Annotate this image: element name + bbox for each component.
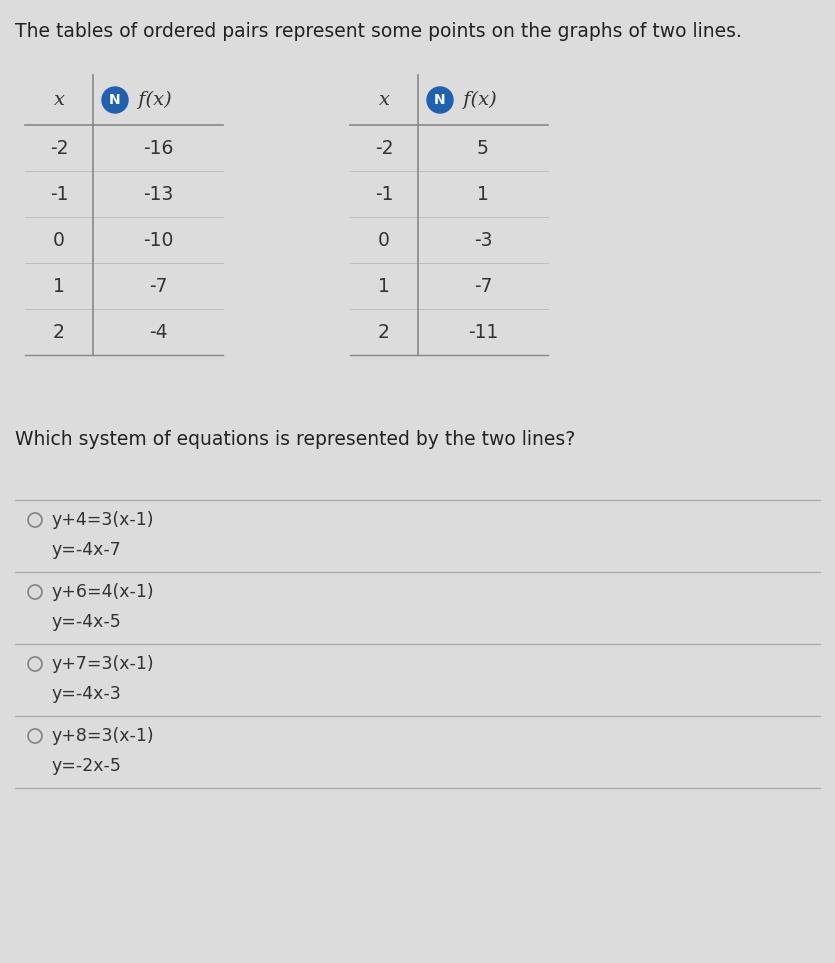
Text: 0: 0 [378, 230, 390, 249]
Text: -11: -11 [468, 323, 498, 342]
Circle shape [427, 87, 453, 113]
Text: N: N [434, 93, 446, 107]
Text: 2: 2 [378, 323, 390, 342]
Text: y+6=4(x-1): y+6=4(x-1) [51, 583, 154, 601]
Text: y+4=3(x-1): y+4=3(x-1) [51, 511, 154, 529]
Text: y=-4x-7: y=-4x-7 [51, 541, 121, 559]
Text: x: x [378, 91, 389, 109]
Text: -2: -2 [375, 139, 393, 158]
Text: y=-4x-5: y=-4x-5 [51, 613, 121, 631]
Text: 0: 0 [53, 230, 65, 249]
Text: x: x [53, 91, 64, 109]
Text: -1: -1 [50, 185, 68, 203]
Text: -7: -7 [149, 276, 167, 296]
Text: -13: -13 [143, 185, 173, 203]
Text: 1: 1 [378, 276, 390, 296]
Text: 2: 2 [53, 323, 65, 342]
Text: -2: -2 [50, 139, 68, 158]
Text: -3: -3 [473, 230, 493, 249]
Text: -1: -1 [375, 185, 393, 203]
Text: y=-2x-5: y=-2x-5 [51, 757, 121, 775]
Text: f(x): f(x) [132, 91, 172, 109]
Text: N: N [109, 93, 121, 107]
Text: y+8=3(x-1): y+8=3(x-1) [51, 727, 154, 745]
Circle shape [102, 87, 128, 113]
Text: -7: -7 [473, 276, 493, 296]
Text: y=-4x-3: y=-4x-3 [51, 685, 121, 703]
Text: -16: -16 [143, 139, 173, 158]
Text: 1: 1 [477, 185, 489, 203]
Text: -10: -10 [143, 230, 173, 249]
Text: f(x): f(x) [457, 91, 497, 109]
Text: 1: 1 [53, 276, 65, 296]
Text: y+7=3(x-1): y+7=3(x-1) [51, 655, 154, 673]
Text: -4: -4 [149, 323, 167, 342]
Text: Which system of equations is represented by the two lines?: Which system of equations is represented… [15, 430, 575, 449]
Text: The tables of ordered pairs represent some points on the graphs of two lines.: The tables of ordered pairs represent so… [15, 22, 741, 41]
Text: 5: 5 [477, 139, 489, 158]
